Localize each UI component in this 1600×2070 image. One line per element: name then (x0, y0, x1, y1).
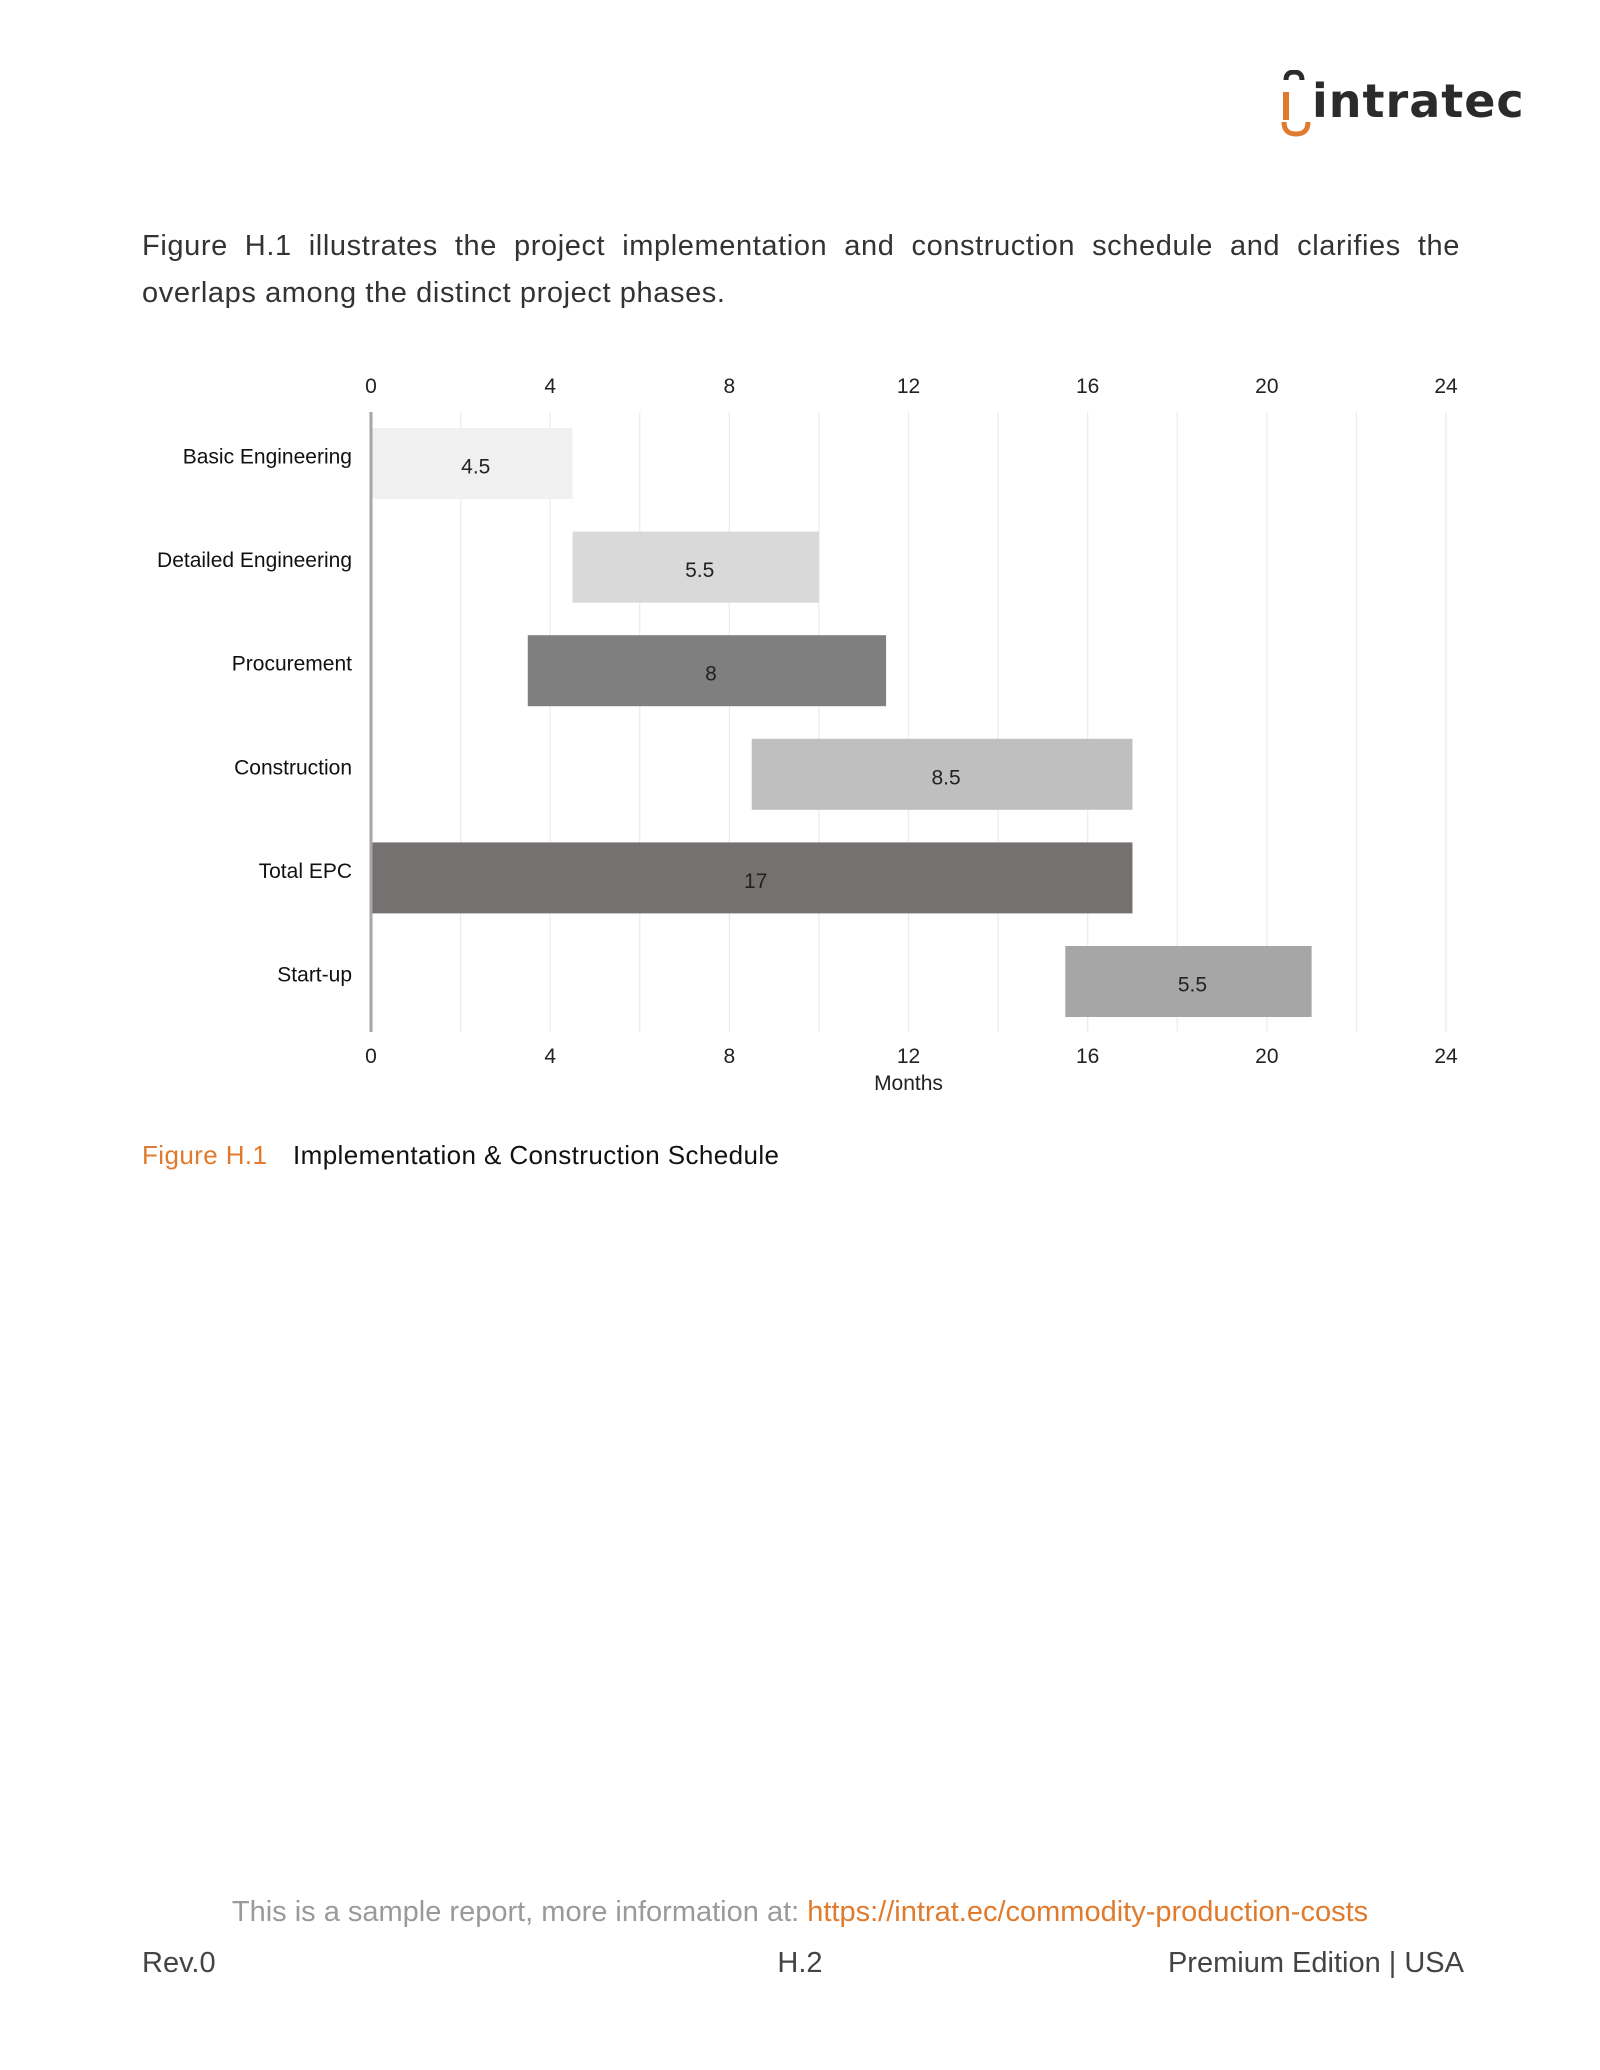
category-label: Total EPC (259, 860, 352, 883)
x-tick-label-bottom: 8 (723, 1045, 735, 1068)
x-tick-label-bottom: 0 (365, 1045, 377, 1068)
gantt-bar (371, 428, 573, 499)
logo-text: intratec (1312, 74, 1525, 128)
gantt-bar (572, 531, 819, 603)
x-tick-label-top: 0 (365, 375, 377, 398)
category-label: Procurement (232, 653, 352, 676)
footer-edition: Premium Edition | USA (1167, 1947, 1464, 1979)
category-label: Basic Engineering (183, 446, 352, 469)
footer-link[interactable]: https://intrat.ec/commodity-production-c… (807, 1896, 1369, 1928)
x-tick-label-top: 24 (1434, 375, 1458, 398)
x-tick-label-bottom: 20 (1255, 1045, 1278, 1068)
gantt-bar (371, 842, 1133, 914)
footer-page-number: H.2 (777, 1947, 823, 1979)
x-tick-label-top: 8 (723, 375, 735, 398)
bar-value-label: 4.5 (461, 456, 490, 479)
gantt-chart: 0 0 4 4 8 8 12 12 16 16 20 20 24 24 4.5 Basic Engineeri… (157, 375, 1458, 1095)
figure-title: Implementation & Construction Schedule (293, 1140, 780, 1170)
logo-mark-icon (1281, 69, 1311, 137)
footer-revision: Rev.0 (142, 1947, 216, 1979)
category-label: Start-up (277, 964, 352, 987)
gantt-bar (751, 738, 1133, 810)
bar-value-label: 8.5 (931, 766, 960, 789)
x-tick-label-top: 16 (1076, 375, 1099, 398)
footer-note: This is a sample report, more informatio… (0, 1896, 1600, 1929)
footer-note-text: This is a sample report, more informatio… (231, 1896, 808, 1928)
x-tick-label-bottom: 4 (544, 1045, 556, 1068)
gantt-bar (1065, 946, 1312, 1017)
bar-value-label: 5.5 (685, 559, 714, 582)
x-tick-label-bottom: 16 (1076, 1045, 1099, 1068)
x-tick-label-top: 20 (1255, 375, 1278, 398)
category-label: Construction (234, 756, 352, 779)
x-tick-label-top: 4 (544, 375, 556, 398)
bar-value-label: 5.5 (1178, 974, 1207, 997)
intratec-logo: intratec (1278, 69, 1524, 140)
gantt-bar (527, 635, 887, 707)
x-axis-title: Months (874, 1072, 943, 1095)
category-label: Detailed Engineering (157, 549, 352, 572)
intro-paragraph: Figure H.1 illustrates the project imple… (142, 230, 1460, 309)
bar-value-label: 8 (705, 663, 717, 686)
x-tick-label-bottom: 12 (897, 1045, 920, 1068)
figure-caption: Figure H.1 Implementation & Construction… (142, 1140, 779, 1171)
bar-value-label: 17 (744, 870, 767, 893)
x-tick-label-top: 12 (897, 375, 920, 398)
figure-number: Figure H.1 (142, 1140, 268, 1170)
x-tick-label-bottom: 24 (1434, 1045, 1458, 1068)
